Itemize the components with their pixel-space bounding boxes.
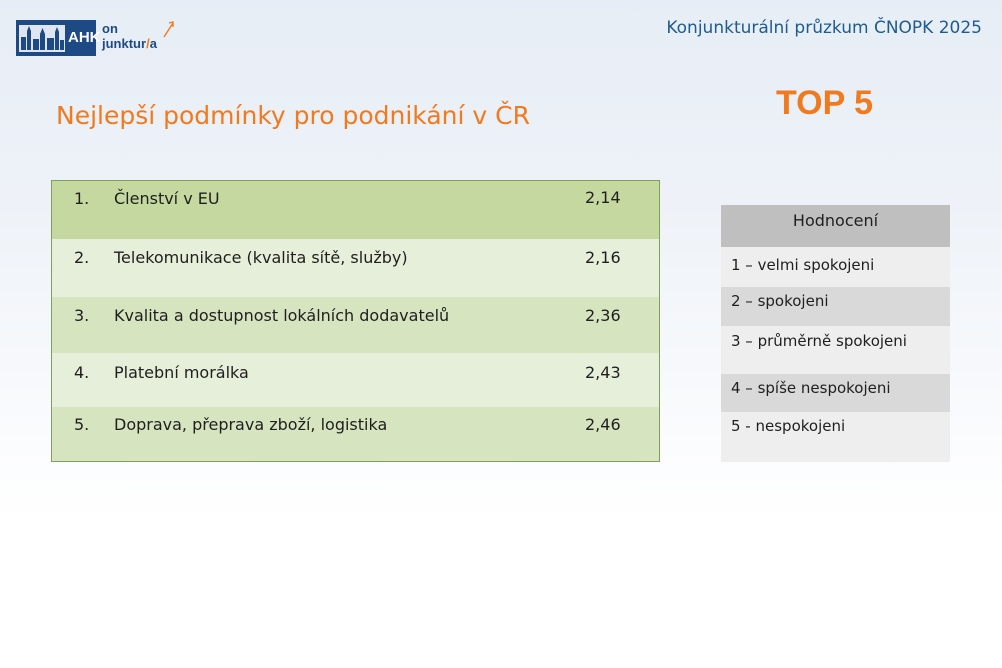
ranking-row-1: 1. Členství v EU 2,14	[52, 181, 659, 239]
ranking-label: Kvalita a dostupnost lokálních dodavatel…	[114, 306, 450, 325]
ranking-rank: 4.	[74, 363, 90, 382]
top5-badge: TOP 5	[776, 84, 874, 122]
legend-item-label: 5 - nespokojeni	[731, 417, 846, 435]
ranking-label: Telekomunikace (kvalita sítě, služby)	[114, 248, 408, 267]
logo-badge: AHK	[16, 20, 101, 56]
ranking-value: 2,36	[585, 306, 621, 325]
city-skyline-icon	[19, 25, 65, 52]
ranking-value: 2,46	[585, 415, 621, 434]
ranking-rank: 5.	[74, 415, 90, 434]
logo-line-1: on	[102, 21, 118, 36]
trend-arrow-icon	[163, 21, 174, 38]
ranking-row-4: 4. Platební morálka 2,43	[52, 353, 659, 407]
ranking-rank: 1.	[74, 189, 90, 208]
legend-item: 4 – spíše nespokojeni	[721, 374, 950, 412]
ranking-rank: 3.	[74, 306, 90, 325]
legend-item-label: 3 – průměrně spokojeni	[731, 332, 907, 350]
ranking-label: Platební morálka	[114, 363, 249, 382]
survey-title: Konjunkturální průzkum ČNOPK 2025	[666, 18, 982, 38]
legend-item: 1 – velmi spokojeni	[721, 247, 950, 287]
legend-header: Hodnocení	[721, 205, 950, 247]
ranking-row-3: 3. Kvalita a dostupnost lokálních dodava…	[52, 297, 659, 353]
ranking-label: Členství v EU	[114, 189, 220, 208]
legend-item-label: 4 – spíše nespokojeni	[731, 379, 891, 397]
legend-item-label: 1 – velmi spokojeni	[731, 256, 875, 274]
ranking-value: 2,16	[585, 248, 621, 267]
logo-subtitle: on junktur/a	[102, 21, 182, 51]
logo-line-2-suffix: a	[149, 36, 157, 51]
logo-line-2: junktur	[102, 36, 147, 51]
legend-item: 5 - nespokojeni	[721, 412, 950, 462]
ranking-value: 2,14	[585, 188, 621, 207]
ranking-row-2: 2. Telekomunikace (kvalita sítě, služby)…	[52, 239, 659, 297]
rating-legend: Hodnocení 1 – velmi spokojeni 2 – spokoj…	[721, 205, 950, 462]
ahk-logo: AHK on junktur/a	[16, 20, 178, 56]
page-title: Nejlepší podmínky pro podnikání v ČR	[56, 101, 530, 130]
legend-item: 2 – spokojeni	[721, 287, 950, 326]
legend-heading: Hodnocení	[792, 211, 879, 230]
ranking-table: 1. Členství v EU 2,14 2. Telekomunikace …	[51, 180, 660, 462]
legend-item-label: 2 – spokojeni	[731, 292, 829, 310]
legend-item: 3 – průměrně spokojeni	[721, 326, 950, 374]
logo-brand-text: AHK	[68, 29, 101, 46]
ranking-row-5: 5. Doprava, přeprava zboží, logistika 2,…	[52, 407, 659, 461]
ranking-label: Doprava, přeprava zboží, logistika	[114, 415, 388, 434]
ranking-rank: 2.	[74, 248, 90, 267]
ranking-value: 2,43	[585, 363, 621, 382]
